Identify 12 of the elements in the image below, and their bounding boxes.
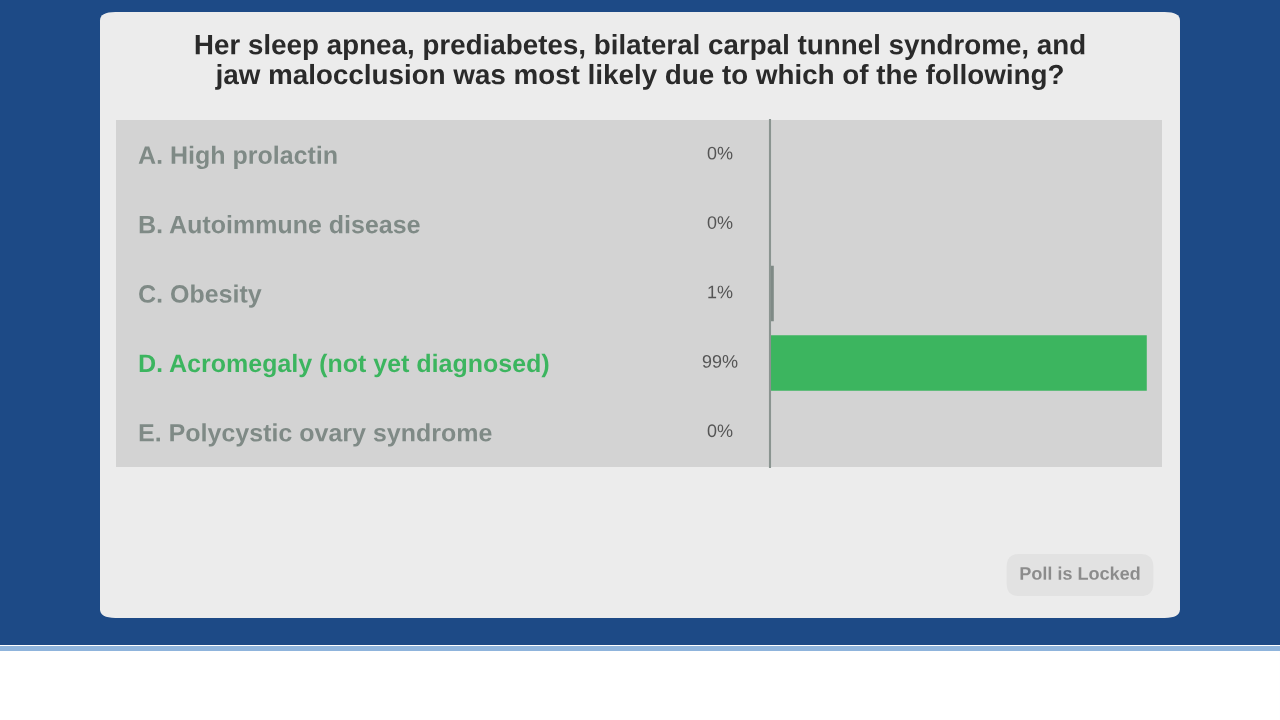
data-label: 0% — [707, 216, 733, 229]
y-tick-label: A. High prolactin — [138, 145, 337, 170]
data-label: 0% — [707, 146, 733, 160]
y-tick-label: D. Acromegaly (not yet diagnosed) — [139, 353, 549, 378]
data-label: 1% — [708, 285, 733, 299]
text: Poll is Locked — [1020, 566, 1140, 580]
data-label: 0% — [707, 424, 733, 438]
data-label: 99% — [702, 354, 738, 368]
chart-title: Her sleep apnea, prediabetes, bilateral carpal tunnel syndrome, and jaw malocclusion was most likely due to which of the following? — [195, 34, 1085, 90]
y-tick-label: C. Obesity — [139, 284, 262, 308]
y-tick-label: B. Autoimmune disease — [139, 215, 420, 234]
y-tick-label: E. Polycystic ovary syndrome — [139, 423, 492, 447]
